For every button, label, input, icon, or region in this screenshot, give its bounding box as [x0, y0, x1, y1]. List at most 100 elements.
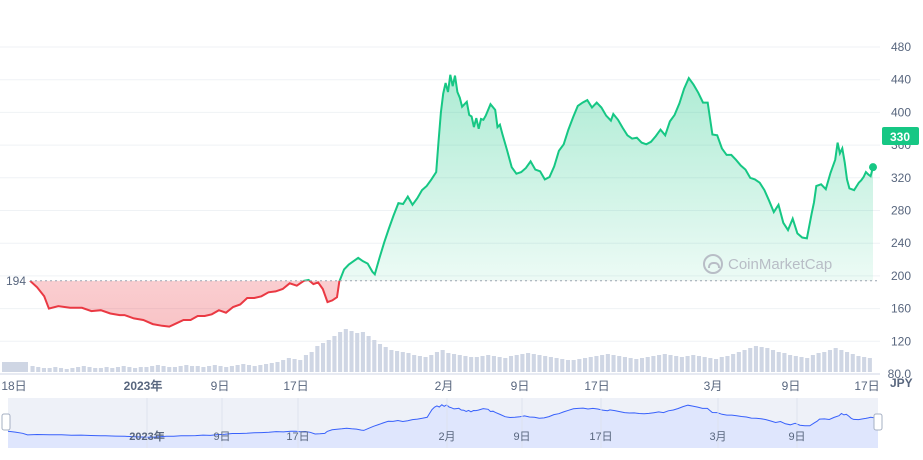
volume-bar: [782, 353, 787, 372]
volume-bar: [41, 368, 46, 372]
current-price-label: 330: [890, 130, 910, 144]
volume-bar: [822, 352, 827, 372]
current-price-dot: [869, 163, 877, 172]
volume-bar: [742, 350, 747, 372]
price-area-up: [30, 74, 873, 281]
volume-bar: [480, 356, 485, 372]
volume-bar: [856, 356, 861, 372]
volume-bar: [702, 357, 707, 372]
volume-bar: [417, 356, 422, 372]
volume-bar: [258, 365, 263, 372]
baseline-label: 194: [6, 274, 26, 288]
navigator-tick-label: 9日: [213, 431, 230, 443]
volume-bar: [127, 367, 132, 372]
current-price-badge: [882, 127, 919, 145]
y-tick-label: 400: [891, 105, 911, 119]
navigator-tick-label: 2023年: [129, 429, 164, 443]
volume-bar: [526, 353, 531, 372]
volume-bar: [862, 357, 867, 372]
volume-bar: [452, 354, 457, 372]
navigator-tick-label: 17日: [589, 431, 612, 443]
volume-bar: [30, 366, 35, 372]
volume-bar: [622, 357, 627, 372]
volume-bar: [565, 360, 571, 372]
volume-bar: [543, 356, 548, 372]
volume-bar: [76, 367, 81, 372]
volume-bar: [491, 356, 496, 372]
volume-bar: [651, 356, 656, 372]
x-tick-label: 18日: [1, 379, 26, 393]
volume-bar: [588, 357, 593, 372]
y-tick-label: 120: [891, 334, 911, 348]
volume-bar: [224, 367, 229, 372]
volume-bar: [343, 329, 348, 372]
navigator-tick-label: 17日: [286, 431, 309, 443]
volume-bar: [400, 352, 405, 372]
volume-bar: [70, 368, 75, 372]
volume-bar: [133, 368, 138, 372]
volume-bar: [719, 357, 724, 372]
volume-bar: [110, 368, 115, 372]
volume-bar: [788, 355, 793, 372]
volume-bar: [372, 340, 377, 372]
volume-bar: [218, 366, 223, 372]
navigator-tick-label: 2月: [438, 431, 455, 443]
volume-bar: [309, 352, 314, 372]
watermark-text: CoinMarketCap: [728, 255, 833, 273]
volume-bar: [269, 363, 274, 372]
navigator-line: [7, 404, 879, 438]
volume-bar: [731, 354, 736, 372]
volume-bar: [246, 365, 252, 372]
volume-bar: [155, 365, 160, 372]
volume-bar: [366, 336, 371, 372]
volume-bar: [696, 356, 702, 372]
volume-bar: [571, 360, 576, 372]
volume-bar: [2, 362, 28, 372]
volume-bars: [2, 329, 872, 372]
volume-bar: [759, 347, 764, 372]
volume-bar: [765, 348, 770, 372]
navigator-left-handle[interactable]: [1, 413, 11, 431]
volume-bar: [548, 357, 553, 372]
volume-bar: [537, 355, 542, 372]
volume-bar: [298, 360, 303, 372]
volume-bar: [377, 344, 383, 372]
volume-bar: [286, 358, 291, 372]
volume-bar: [679, 357, 684, 372]
volume-bar: [850, 354, 855, 372]
volume-bar: [816, 353, 821, 372]
volume-bar: [172, 367, 177, 372]
coinmarketcap-logo-icon: [703, 254, 723, 274]
volume-bar: [657, 355, 662, 372]
y-tick-label: 440: [891, 73, 911, 87]
volume-bar: [805, 358, 810, 372]
price-line-up: [29, 74, 874, 281]
x-tick-label: 17日: [283, 379, 308, 393]
volume-bar: [161, 366, 166, 372]
volume-bar: [600, 355, 605, 372]
y-tick-label: 80.0: [888, 367, 912, 381]
volume-bar: [469, 357, 474, 372]
volume-bar: [799, 357, 804, 372]
volume-bar: [138, 367, 143, 372]
navigator-right-handle[interactable]: [873, 413, 883, 431]
volume-bar: [520, 354, 525, 372]
volume-bar: [93, 368, 98, 372]
volume-bar: [423, 357, 428, 372]
range-navigator[interactable]: 2023年 9日 17日 2月 9日 17日 3月 9日: [1, 398, 883, 448]
volume-bar: [150, 366, 155, 372]
volume-bar: [554, 358, 559, 372]
volume-bar: [412, 355, 417, 372]
volume-bar: [320, 343, 326, 372]
volume-bar: [457, 355, 462, 372]
volume-bar: [839, 350, 844, 372]
navigator-tick-label: 3月: [709, 431, 726, 443]
volume-bar: [508, 356, 514, 372]
volume-bar: [662, 354, 667, 372]
volume-bar: [349, 331, 354, 372]
volume-bar: [833, 348, 838, 372]
navigator-area: [8, 404, 878, 448]
volume-bar: [64, 369, 69, 372]
